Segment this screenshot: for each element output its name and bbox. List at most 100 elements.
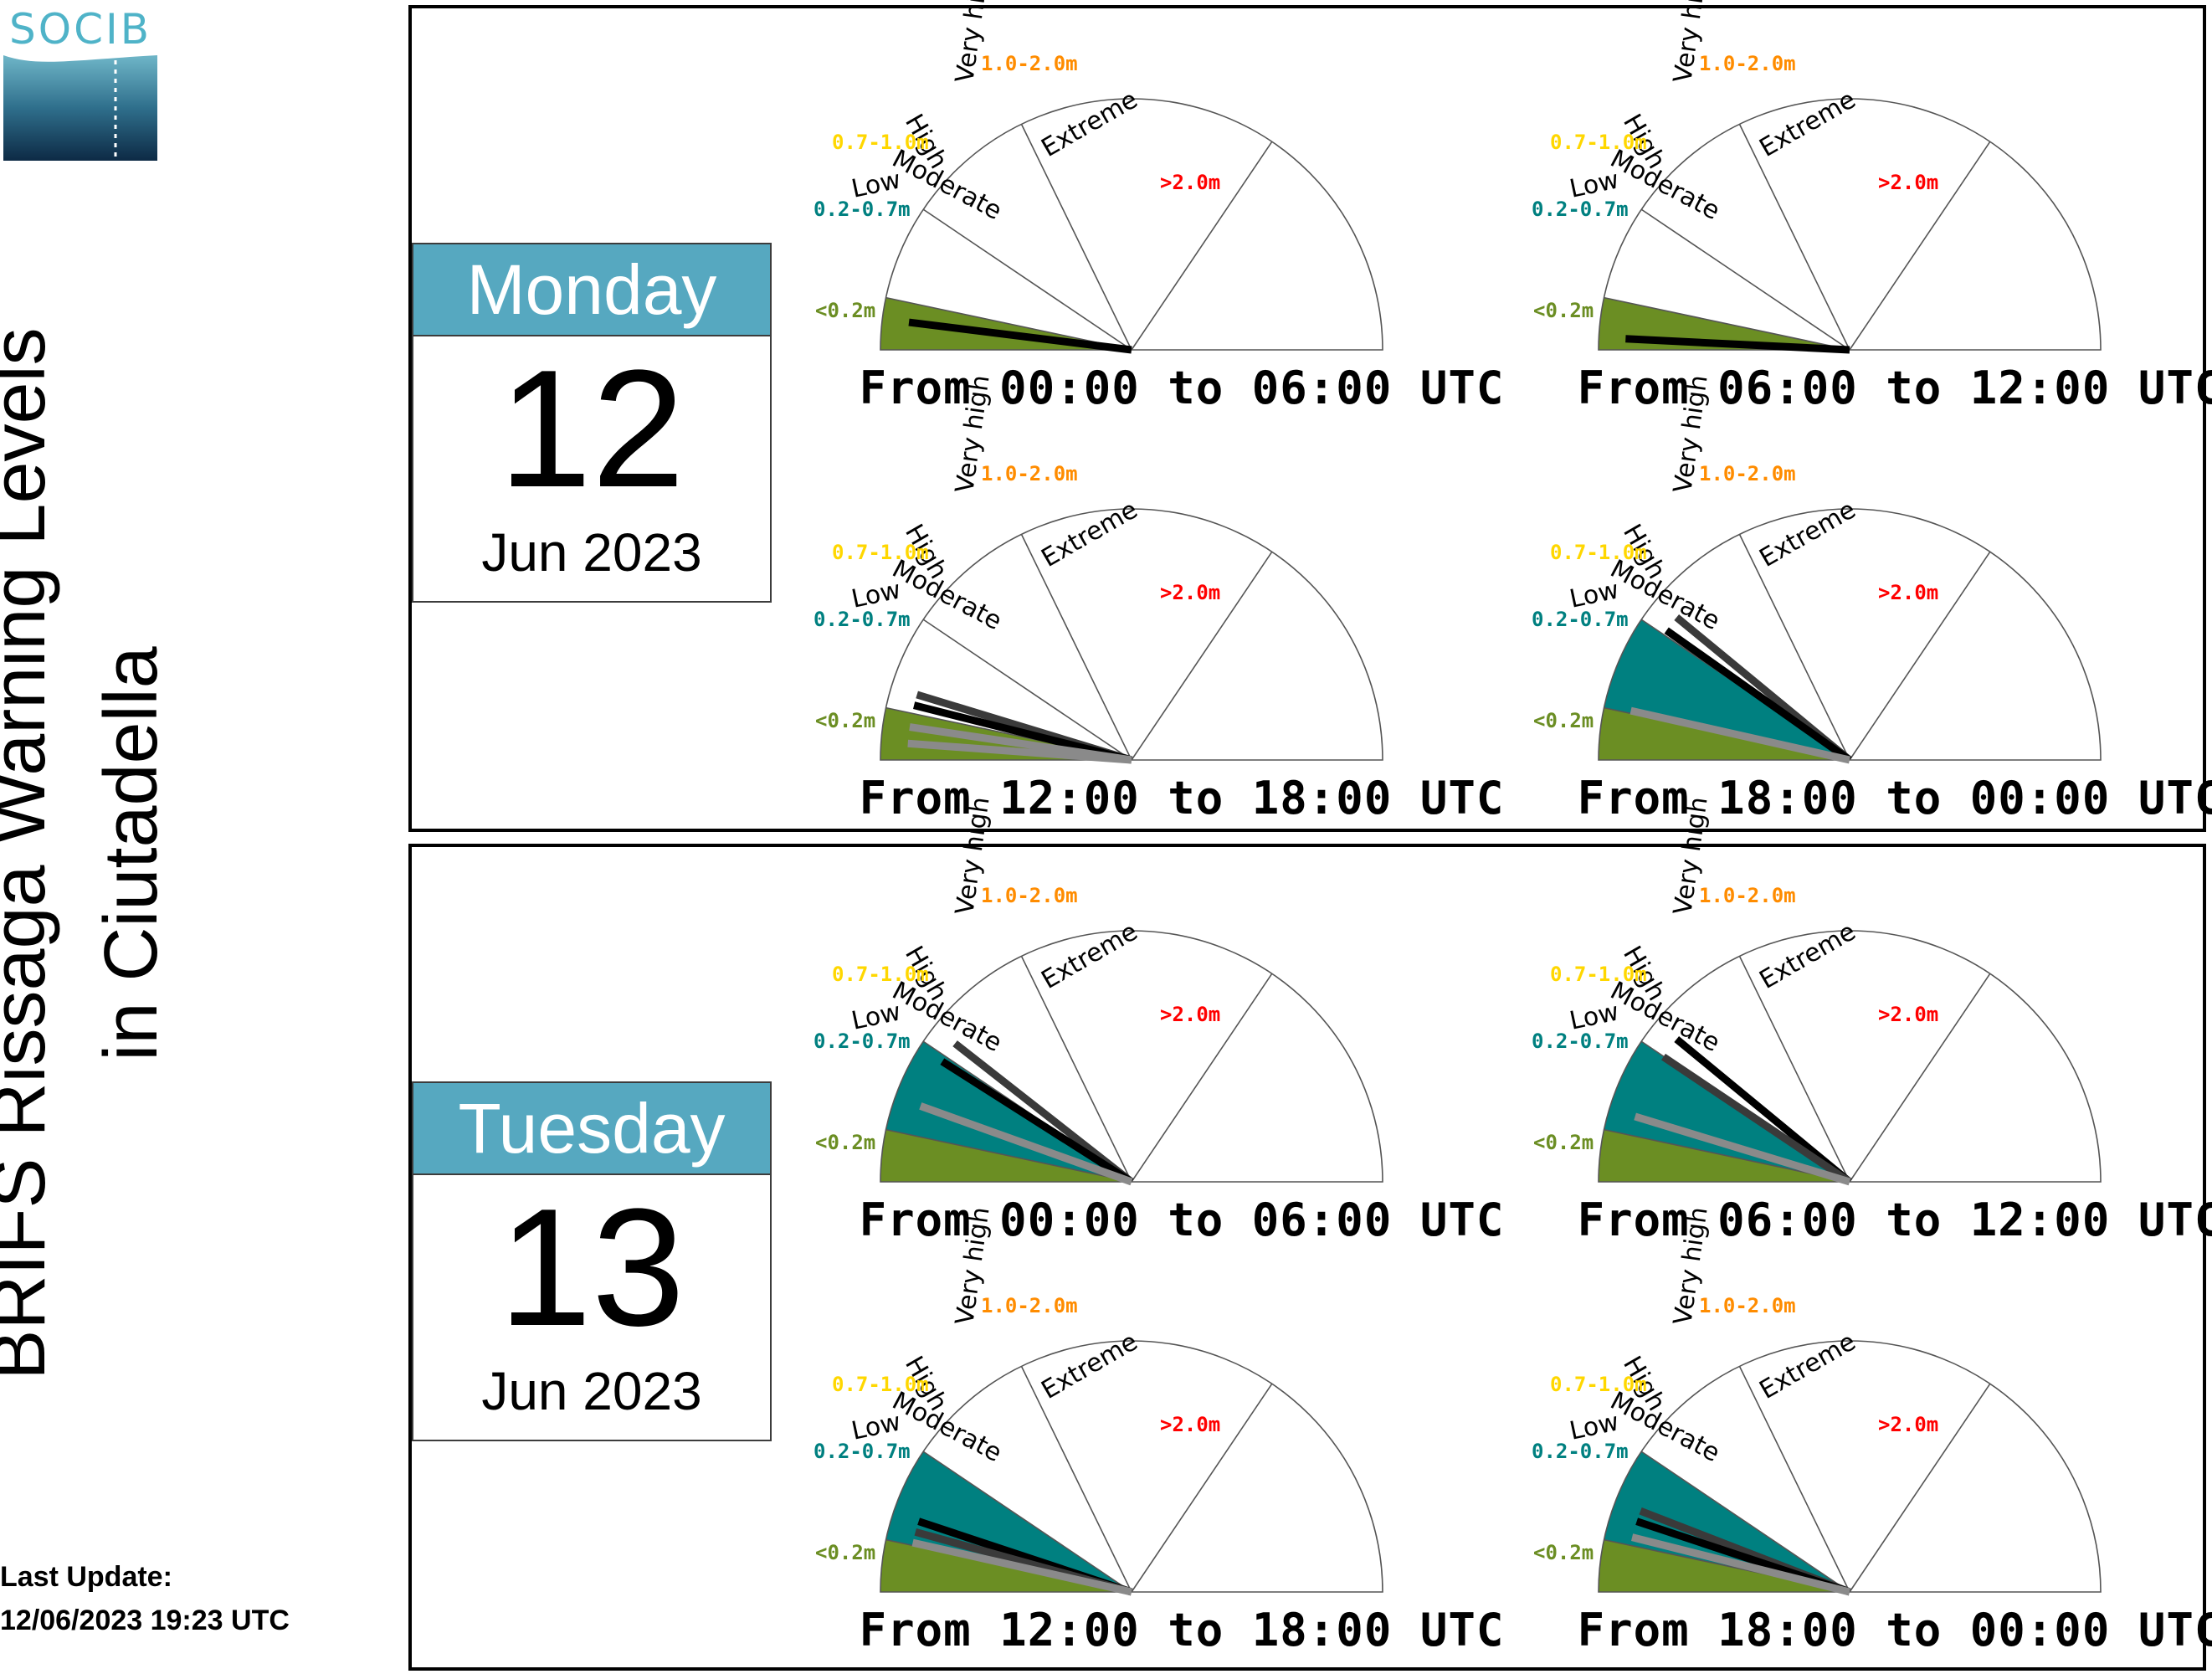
gauge-needle bbox=[919, 1102, 1133, 1186]
gauge-sector-label-extreme: Extreme bbox=[1037, 495, 1143, 573]
gauge-threshold-label: 1.0-2.0m bbox=[981, 884, 1078, 907]
gauge-sector-label-extreme: Extreme bbox=[1037, 917, 1143, 994]
calendar-body: 13 Jun 2023 bbox=[412, 1173, 772, 1441]
gauge-threshold-label: >2.0m bbox=[1160, 1003, 1220, 1026]
gauge-tuesday-06-12: Low Moderate High Very high Extreme <0.2m 0.2-… bbox=[1532, 795, 2212, 1255]
gauge-period-label: From 00:00 to 06:00 UTC bbox=[859, 362, 1505, 414]
day-panel-monday: Monday 12 Jun 2023 Low Moderate High Very h… bbox=[408, 0, 2212, 833]
gauge-threshold-label: <0.2m bbox=[815, 1541, 875, 1564]
gauge-needle bbox=[1664, 627, 1852, 763]
logo-wave-graphic bbox=[3, 55, 157, 161]
gauge-period-label: From 12:00 to 18:00 UTC bbox=[859, 772, 1505, 824]
gauge-divider bbox=[885, 1128, 1132, 1183]
gauge-divider bbox=[1604, 296, 1850, 351]
gauge-divider bbox=[1131, 973, 1273, 1183]
gauge-divider bbox=[1849, 973, 1991, 1183]
gauge-needle bbox=[1625, 335, 1850, 354]
gauge-sector-label-extreme: Extreme bbox=[1755, 1327, 1861, 1404]
gauge-threshold-label: <0.2m bbox=[1533, 1131, 1594, 1154]
gauge-outline bbox=[1598, 508, 2102, 761]
page-title: BRIFS Rissaga Warning Levels in Ciutadel… bbox=[0, 100, 187, 1607]
gauge-threshold-label: 0.2-0.7m bbox=[1532, 1030, 1629, 1053]
gauge-monday-12-18: Low Moderate High Very high Extreme <0.2m 0.2-… bbox=[813, 373, 1542, 833]
gauge-threshold-label: 0.2-0.7m bbox=[813, 198, 911, 221]
gauge-threshold-label: 0.2-0.7m bbox=[813, 1440, 911, 1463]
page-title-line2: in Ciutadella bbox=[90, 646, 173, 1061]
gauge-divider bbox=[1738, 1366, 1850, 1593]
gauge-divider bbox=[922, 1451, 1132, 1593]
gauge-threshold-label: >2.0m bbox=[1878, 1413, 1938, 1436]
gauge-period-label: From 00:00 to 06:00 UTC bbox=[859, 1194, 1505, 1246]
gauge-outline bbox=[880, 930, 1383, 1183]
gauge-divider bbox=[1849, 141, 1991, 351]
calendar-day-name: Tuesday bbox=[412, 1081, 772, 1175]
gauge-threshold-label: >2.0m bbox=[1878, 1003, 1938, 1026]
gauge-threshold-label: 0.7-1.0m bbox=[832, 1373, 929, 1396]
gauge-monday-06-12: Low Moderate High Very high Extreme <0.2m 0.2-… bbox=[1532, 0, 2212, 423]
gauge-threshold-label: 0.2-0.7m bbox=[1532, 198, 1629, 221]
gauge-needle bbox=[1660, 1053, 1852, 1185]
gauge-threshold-label: 1.0-2.0m bbox=[981, 1294, 1078, 1317]
gauge-sector-label-extreme: Extreme bbox=[1037, 1327, 1143, 1404]
gauge-monday-18-00: Low Moderate High Very high Extreme <0.2m 0.2-… bbox=[1532, 373, 2212, 833]
gauge-tuesday-00-06: Low Moderate High Very high Extreme <0.2m 0.2-… bbox=[813, 795, 1542, 1255]
calendar-day-name: Monday bbox=[412, 243, 772, 336]
gauge-needle bbox=[1634, 1112, 1851, 1186]
gauge-divider bbox=[1020, 534, 1132, 761]
gauge-divider bbox=[1849, 1383, 1991, 1593]
gauge-divider bbox=[1738, 124, 1850, 351]
logo-text: SOCIB bbox=[8, 5, 152, 54]
day-panel-tuesday: Tuesday 13 Jun 2023 Low Moderate High Very … bbox=[408, 795, 2212, 1671]
gauge-threshold-label: 0.7-1.0m bbox=[1550, 541, 1647, 564]
calendar-body: 12 Jun 2023 bbox=[412, 335, 772, 603]
gauge-divider bbox=[922, 208, 1132, 351]
gauge-threshold-label: 1.0-2.0m bbox=[981, 52, 1078, 75]
gauge-threshold-label: >2.0m bbox=[1160, 581, 1220, 604]
gauge-threshold-label: 0.7-1.0m bbox=[1550, 131, 1647, 154]
gauge-divider bbox=[1131, 1383, 1273, 1593]
gauge-needle bbox=[1630, 1533, 1851, 1596]
gauge-divider bbox=[1020, 1366, 1132, 1593]
gauge-needle bbox=[911, 1538, 1132, 1596]
gauge-threshold-label: <0.2m bbox=[1533, 709, 1594, 732]
gauge-threshold-label: >2.0m bbox=[1160, 171, 1220, 194]
last-update-label: Last Update: bbox=[0, 1561, 172, 1593]
gauge-threshold-label: >2.0m bbox=[1878, 171, 1938, 194]
gauge-threshold-label: <0.2m bbox=[1533, 299, 1594, 322]
gauge-threshold-label: 0.2-0.7m bbox=[1532, 1440, 1629, 1463]
gauge-threshold-label: <0.2m bbox=[815, 709, 875, 732]
gauge-divider bbox=[1131, 141, 1273, 351]
gauge-outline bbox=[880, 98, 1383, 351]
gauge-divider bbox=[1738, 534, 1850, 761]
gauge-needle bbox=[940, 1058, 1134, 1185]
gauge-threshold-label: 1.0-2.0m bbox=[1699, 462, 1796, 485]
gauge-threshold-label: 0.2-0.7m bbox=[813, 608, 911, 631]
gauge-threshold-label: 0.7-1.0m bbox=[832, 131, 929, 154]
gauge-divider bbox=[1131, 551, 1273, 761]
gauge-needle bbox=[1629, 706, 1850, 764]
calendar-month-year: Jun 2023 bbox=[481, 522, 702, 583]
gauge-needle bbox=[907, 739, 1132, 764]
gauge-threshold-label: 0.7-1.0m bbox=[832, 541, 929, 564]
calendar-tuesday: Tuesday 13 Jun 2023 bbox=[412, 1081, 772, 1441]
gauge-sector-label-extreme: Extreme bbox=[1755, 495, 1861, 573]
gauge-monday-00-06: Low Moderate High Very high Extreme <0.2m 0.2-… bbox=[813, 0, 1542, 423]
gauge-divider bbox=[922, 619, 1132, 761]
calendar-day-number: 13 bbox=[498, 1174, 685, 1361]
gauge-threshold-label: 0.2-0.7m bbox=[813, 1030, 911, 1053]
gauge-divider bbox=[1640, 1451, 1850, 1593]
gauge-divider bbox=[1640, 208, 1850, 351]
gauge-needle bbox=[908, 318, 1132, 354]
gauge-threshold-label: >2.0m bbox=[1160, 1413, 1220, 1436]
gauge-sector-fill-moderate bbox=[885, 1451, 1132, 1592]
gauge-outline bbox=[880, 1340, 1383, 1593]
gauge-threshold-label: 0.7-1.0m bbox=[832, 963, 929, 986]
gauge-threshold-label: 0.7-1.0m bbox=[1550, 1373, 1647, 1396]
gauge-period-label: From 18:00 to 00:00 UTC bbox=[1577, 1604, 2212, 1656]
gauge-threshold-label: 0.2-0.7m bbox=[1532, 608, 1629, 631]
last-update: Last Update: 12/06/2023 19:23 UTC bbox=[0, 1555, 290, 1642]
gauge-period-label: From 18:00 to 00:00 UTC bbox=[1577, 772, 2212, 824]
gauge-threshold-label: 1.0-2.0m bbox=[1699, 884, 1796, 907]
gauge-threshold-label: 1.0-2.0m bbox=[1699, 1294, 1796, 1317]
gauge-outline bbox=[1598, 1340, 2102, 1593]
